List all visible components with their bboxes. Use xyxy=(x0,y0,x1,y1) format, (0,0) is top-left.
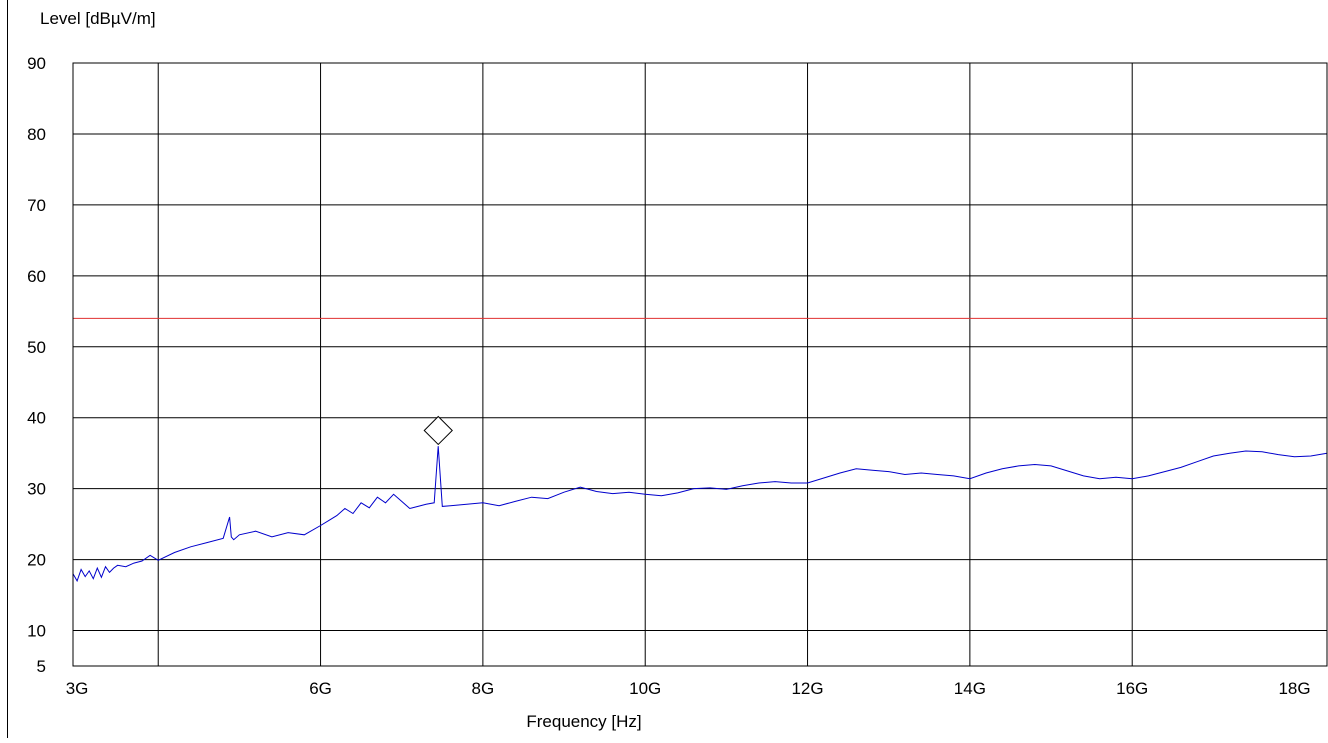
x-axis-label: Frequency [Hz] xyxy=(526,712,641,731)
y-tick-label-80: 80 xyxy=(27,125,46,144)
peak-marker-diamond xyxy=(423,415,453,446)
left-border xyxy=(7,0,8,738)
y-tick-label-90: 90 xyxy=(27,54,46,73)
y-tick-label-20: 20 xyxy=(27,551,46,570)
x-tick-label-16G: 16G xyxy=(1116,679,1148,698)
y-tick-labels: 5 10 20 30 40 50 60 70 80 90 xyxy=(27,54,46,676)
marker-group xyxy=(423,415,453,446)
x-tick-label-14G: 14G xyxy=(954,679,986,698)
x-tick-labels: 3G 6G 8G 10G 12G 14G 16G 18G xyxy=(66,679,1311,698)
plot-border xyxy=(72,62,1328,667)
y-tick-label-10: 10 xyxy=(27,622,46,641)
y-tick-label-30: 30 xyxy=(27,480,46,499)
y-tick-label-60: 60 xyxy=(27,267,46,286)
y-axis-label: Level [dBµV/m] xyxy=(40,9,156,28)
y-tick-label-5: 5 xyxy=(37,657,46,676)
y-tick-label-70: 70 xyxy=(27,196,46,215)
y-tick-label-40: 40 xyxy=(27,409,46,428)
grid xyxy=(73,62,1327,666)
x-tick-label-18G: 18G xyxy=(1278,679,1310,698)
trace-group xyxy=(72,446,1328,583)
x-tick-label-10G: 10G xyxy=(629,679,661,698)
measurement-trace-0 xyxy=(72,446,1328,583)
x-tick-label-6G: 6G xyxy=(309,679,332,698)
y-tick-label-50: 50 xyxy=(27,338,46,357)
x-tick-label-3G: 3G xyxy=(66,679,89,698)
x-tick-label-12G: 12G xyxy=(791,679,823,698)
x-tick-label-8G: 8G xyxy=(472,679,495,698)
